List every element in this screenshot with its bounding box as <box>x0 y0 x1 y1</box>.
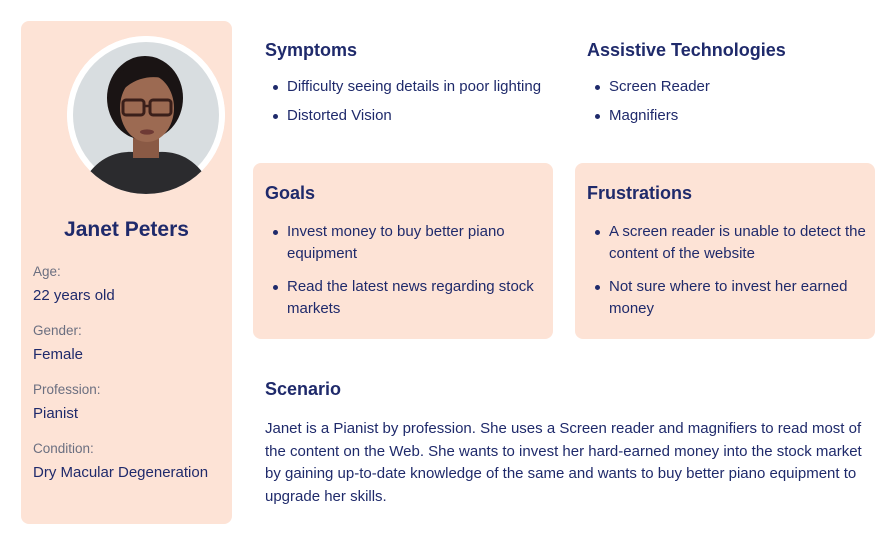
assistive-tech-heading: Assistive Technologies <box>587 40 786 60</box>
list-item: Not sure where to invest her earned mone… <box>587 276 869 320</box>
frustrations-card: Frustrations A screen reader is unable t… <box>575 163 875 339</box>
profession-value: Pianist <box>33 405 79 422</box>
symptoms-heading: Symptoms <box>265 40 358 60</box>
age-label: Age: <box>33 264 61 279</box>
goals-list: Invest money to buy better piano equipme… <box>265 221 537 320</box>
condition-label: Condition: <box>33 441 94 456</box>
list-item: Distorted Vision <box>265 105 575 127</box>
gender-label: Gender: <box>33 323 82 338</box>
list-item: Invest money to buy better piano equipme… <box>265 221 537 265</box>
scenario-heading: Scenario <box>265 379 342 399</box>
avatar-photo <box>67 36 225 194</box>
list-item: A screen reader is unable to detect the … <box>587 221 869 265</box>
condition-value: Dry Macular Degeneration <box>33 464 209 481</box>
profile-card: Janet Peters Age: 22 years old Gender: F… <box>21 21 232 524</box>
frustrations-heading: Frustrations <box>587 183 693 203</box>
profession-label: Profession: <box>33 382 101 397</box>
list-item: Difficulty seeing details in poor lighti… <box>265 76 575 98</box>
list-item: Screen Reader <box>587 76 877 98</box>
age-value: 22 years old <box>33 287 115 304</box>
goals-heading: Goals <box>265 183 316 203</box>
scenario-text: Janet is a Pianist by profession. She us… <box>265 420 862 505</box>
gender-value: Female <box>33 346 84 363</box>
goals-card: Goals Invest money to buy better piano e… <box>253 163 553 339</box>
symptoms-list: Difficulty seeing details in poor lighti… <box>265 76 575 127</box>
list-item: Read the latest news regarding stock mar… <box>265 276 537 320</box>
assistive-tech-list: Screen Reader Magnifiers <box>587 76 877 127</box>
frustrations-list: A screen reader is unable to detect the … <box>587 221 869 320</box>
persona-name: Janet Peters <box>64 218 189 241</box>
avatar <box>67 36 225 194</box>
list-item: Magnifiers <box>587 105 877 127</box>
